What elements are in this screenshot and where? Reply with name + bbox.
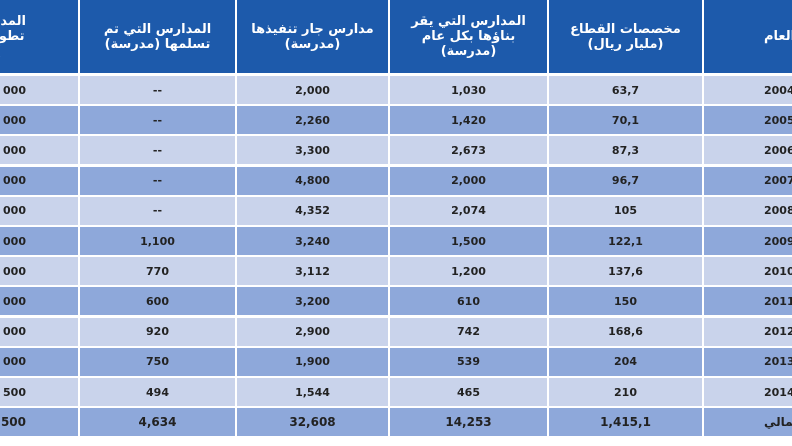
- table-cell: 1,544: [237, 378, 388, 406]
- column-header: المدارس التي تم تسلمها (مدرسة): [80, 0, 235, 73]
- table-cell: 000: [0, 347, 78, 376]
- table-cell: 600: [80, 287, 235, 316]
- table-cell: 750: [80, 347, 235, 376]
- column-header: العام: [704, 0, 792, 73]
- table-cell: 539: [390, 347, 547, 376]
- column-header: المدارس تطويرها (: [0, 0, 78, 73]
- table-cell: 2,900: [237, 317, 388, 346]
- table-cell: 2,000: [390, 166, 547, 195]
- table-cell: 210: [549, 378, 702, 406]
- table-cell: 610: [390, 287, 547, 316]
- table-cell: 000: [0, 106, 78, 135]
- table-cell: 465: [390, 378, 547, 406]
- table-cell: 32,608: [237, 408, 388, 437]
- table-cell: 1,030: [390, 76, 547, 104]
- table-cell: --: [80, 106, 235, 135]
- table-cell: 000: [0, 166, 78, 195]
- row-label: 2008: [704, 196, 792, 225]
- table-cell: 000: [0, 227, 78, 255]
- table-cell: 500: [0, 378, 78, 406]
- row-label: 2010: [704, 257, 792, 286]
- row-label: 2012: [704, 317, 792, 346]
- table-cell: 1,100: [80, 227, 235, 255]
- table-cell: --: [80, 76, 235, 104]
- table-cell: 2,260: [237, 106, 388, 135]
- table-cell: 4,800: [237, 166, 388, 195]
- row-label: 2007: [704, 166, 792, 195]
- table-cell: 1,200: [390, 257, 547, 286]
- column-header: مخصصات القطاع (مليار ريال): [549, 0, 702, 73]
- table-cell: 000: [0, 287, 78, 316]
- table-cell: 770: [80, 257, 235, 286]
- table-cell: 204: [549, 347, 702, 376]
- row-label: 2014: [704, 378, 792, 406]
- table-cell: 96,7: [549, 166, 702, 195]
- table-cell: 000: [0, 76, 78, 104]
- table-cell: --: [80, 136, 235, 165]
- table-cell: 2,074: [390, 196, 547, 225]
- table-cell: 000: [0, 317, 78, 346]
- table-cell: 4,634: [80, 408, 235, 437]
- table-cell: 3,200: [237, 287, 388, 316]
- table-cell: 494: [80, 378, 235, 406]
- table-cell: 168,6: [549, 317, 702, 346]
- row-label: 2006: [704, 136, 792, 165]
- table-cell: 742: [390, 317, 547, 346]
- table-cell: ,500: [0, 408, 78, 437]
- row-label: 2004: [704, 76, 792, 104]
- table-cell: 3,240: [237, 227, 388, 255]
- table-cell: 000: [0, 257, 78, 286]
- table-cell: --: [80, 196, 235, 225]
- table-cell: 137,6: [549, 257, 702, 286]
- table-cell: --: [80, 166, 235, 195]
- table-cell: 2,000: [237, 76, 388, 104]
- table-cell: 000: [0, 136, 78, 165]
- table-cell: 3,112: [237, 257, 388, 286]
- table-cell: 87,3: [549, 136, 702, 165]
- row-label: 2013: [704, 347, 792, 376]
- table-cell: 920: [80, 317, 235, 346]
- table-cell: 14,253: [390, 408, 547, 437]
- row-label: 2009: [704, 227, 792, 255]
- table-cell: 3,300: [237, 136, 388, 165]
- table-cell: 4,352: [237, 196, 388, 225]
- table-cell: 1,415,1: [549, 408, 702, 437]
- table-cell: 122,1: [549, 227, 702, 255]
- table-cell: 105: [549, 196, 702, 225]
- column-header: المدارس التي يقر بناؤها بكل عام (مدرسة): [390, 0, 547, 73]
- table-cell: 1,900: [237, 347, 388, 376]
- row-label: جمالي: [704, 408, 792, 437]
- table-cell: 2,673: [390, 136, 547, 165]
- table-cell: 70,1: [549, 106, 702, 135]
- row-label: 2005: [704, 106, 792, 135]
- table-cell: 1,420: [390, 106, 547, 135]
- column-header: مدارس جار تنفيذها (مدرسة): [237, 0, 388, 73]
- row-label: 2011: [704, 287, 792, 316]
- table-cell: 1,500: [390, 227, 547, 255]
- table-cell: 000: [0, 196, 78, 225]
- table-cell: 150: [549, 287, 702, 316]
- table-cell: 63,7: [549, 76, 702, 104]
